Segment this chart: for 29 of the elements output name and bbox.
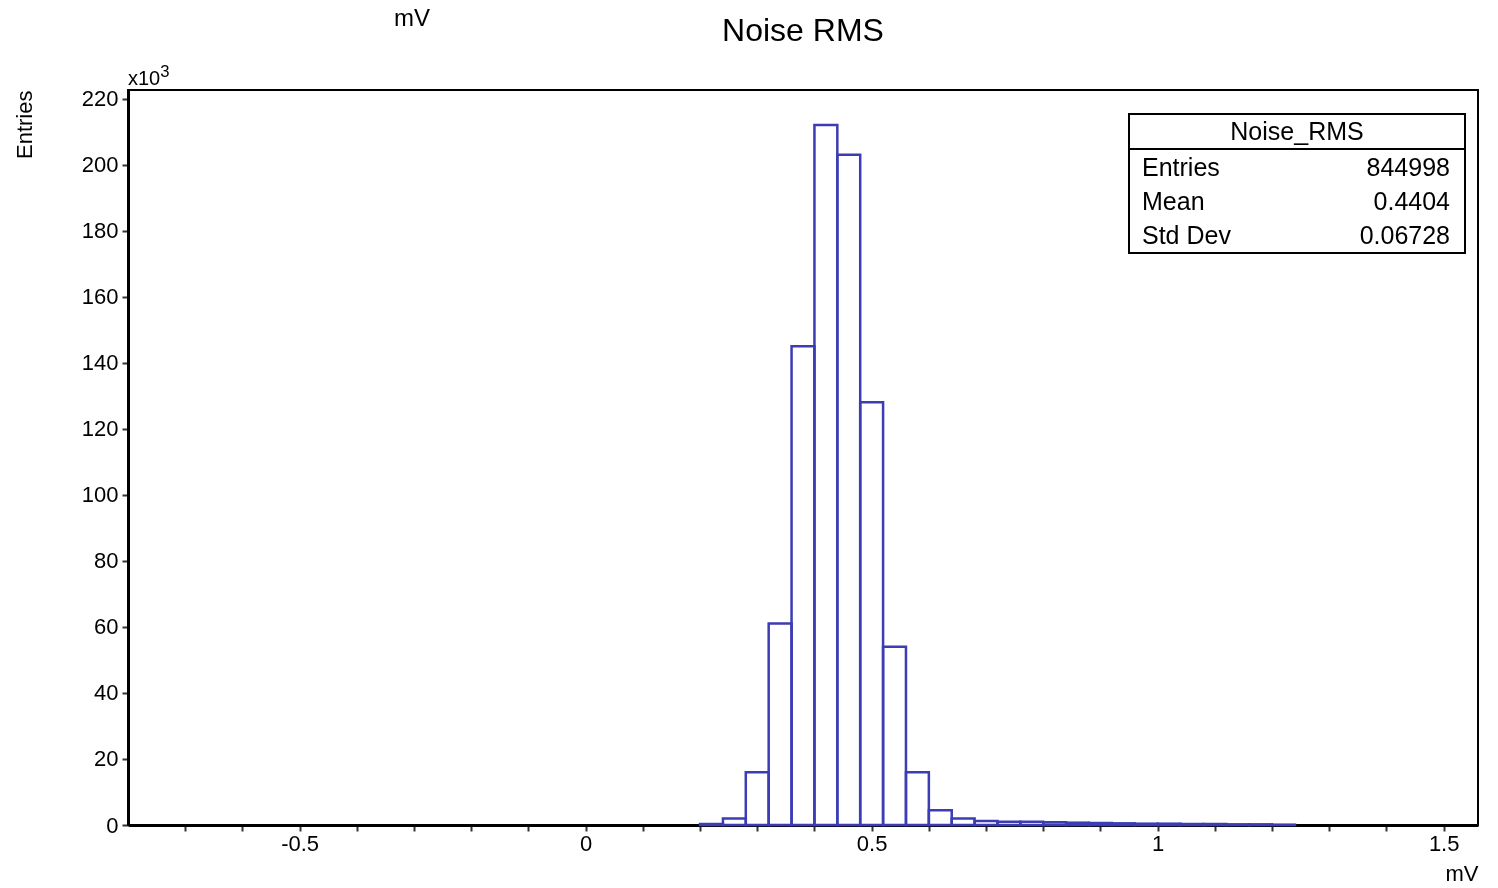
x-tick-label: 1.5 <box>1428 830 1460 856</box>
x-axis-title: mV <box>1445 860 1479 886</box>
x-tick-label: 0.5 <box>856 830 888 856</box>
y-tick-label: 120 <box>81 416 119 442</box>
text: x10$^{3}$ <box>128 62 170 90</box>
x-tick-label: 0 <box>580 830 593 856</box>
annotation: 844998 <box>1366 153 1450 182</box>
x-tick-label: -0.5 <box>281 830 320 856</box>
y-tick-label: 200 <box>81 152 119 178</box>
y-tick-label: 40 <box>94 680 119 706</box>
x-tick-label: 1 <box>1152 830 1165 856</box>
annotation: 0.06728 <box>1359 221 1450 250</box>
y-tick-label: 140 <box>81 350 119 376</box>
y-tick-label: 20 <box>94 746 119 772</box>
y-tick-label: 220 <box>81 86 119 112</box>
annotation: Entries <box>1142 153 1220 182</box>
y-tick-label: 0 <box>106 812 119 838</box>
y-tick-label: 80 <box>94 548 119 574</box>
y-tick-label: 160 <box>81 284 119 310</box>
chart-title: Noise RMS <box>722 11 884 48</box>
y-tick-label: 100 <box>81 482 119 508</box>
annotation: Noise_RMS <box>1130 115 1464 150</box>
annotation: 0.4404 <box>1373 187 1450 216</box>
text: mV <box>394 4 430 32</box>
annotation: Std Dev <box>1142 221 1231 250</box>
y-tick-label: 60 <box>94 614 119 640</box>
y-tick-label: 180 <box>81 218 119 244</box>
annotation: Mean <box>1142 187 1205 216</box>
y-axis-title: Entries <box>11 90 37 159</box>
